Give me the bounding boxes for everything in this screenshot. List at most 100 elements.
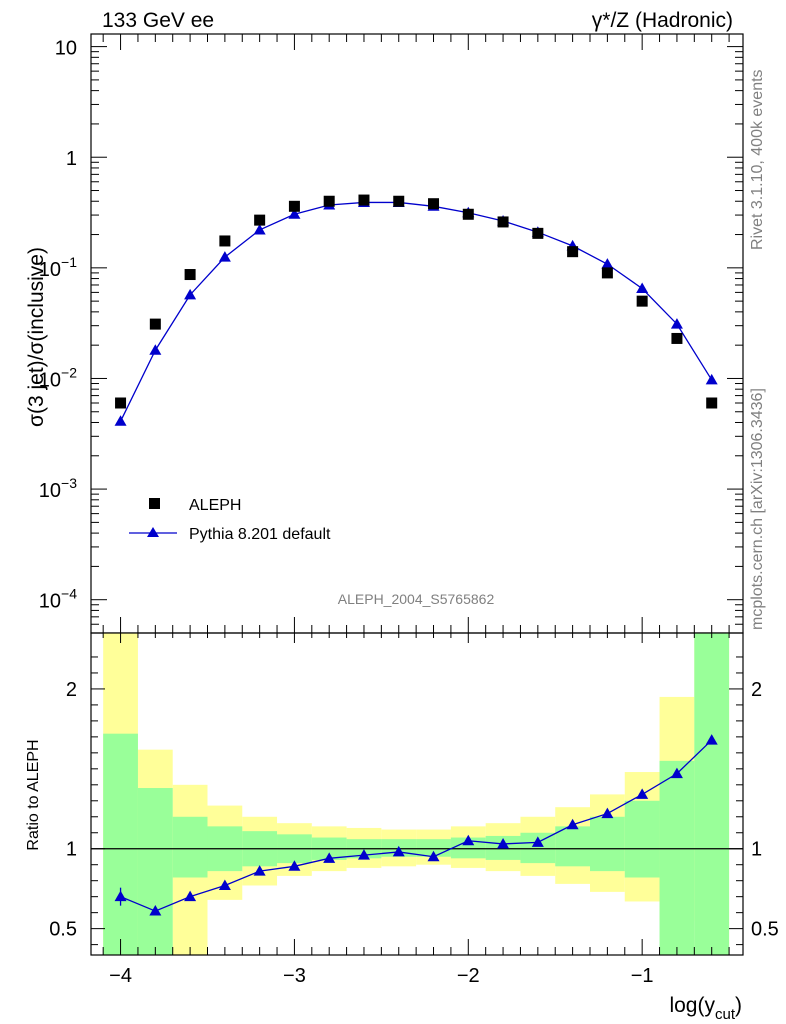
ratio-xtick-label: −1	[631, 965, 654, 987]
header-left-title: 133 GeV ee	[102, 9, 214, 32]
main-aleph-point	[671, 332, 683, 344]
ratio-ytick-label-right: 0.5	[751, 919, 779, 941]
ratio-pythia-point	[288, 860, 301, 871]
ratio-ytick-label-left: 2	[66, 679, 77, 701]
ratio-ytick-label-left: 1	[66, 839, 77, 861]
ratio-pythia-point	[114, 890, 127, 902]
ratio-ytick-label-right: 2	[751, 679, 762, 701]
ratio-band-stat-bin	[450, 837, 486, 859]
main-ytick-label: 10	[55, 38, 77, 60]
ratio-band-stat-bin	[103, 733, 138, 955]
main-pythia-point	[636, 282, 649, 294]
ratio-pythia-line	[120, 739, 713, 912]
ratio-pythia-point	[253, 865, 266, 876]
main-aleph-point	[149, 318, 161, 330]
ratio-pythia-point	[705, 734, 718, 745]
ratio-frame	[90, 632, 744, 956]
main-aleph-point	[254, 214, 266, 226]
main-pythia-point	[705, 373, 718, 385]
legend-pythia-marker	[147, 527, 159, 537]
ratio-band-stat-bin	[589, 816, 625, 872]
main-ytick-label-exponent: −1	[61, 254, 77, 270]
legend: ALEPH Pythia 8.201 default	[129, 497, 331, 543]
main-ytick-label-base: 10	[39, 369, 61, 391]
main-pythia-point	[218, 251, 231, 262]
main-aleph-point	[636, 295, 648, 307]
ratio-pythia-point	[357, 849, 370, 860]
ratio-xtick-label: −4	[109, 965, 132, 987]
legend-pythia-label: Pythia 8.201 default	[189, 526, 331, 543]
main-pythia-point	[670, 318, 683, 329]
ratio-ytick-label-left: 0.5	[49, 919, 77, 941]
ratio-band-stat-bin	[137, 788, 173, 955]
ratio-pythia-point	[184, 890, 197, 902]
ratio-pythia-point	[636, 788, 649, 799]
main-aleph-point	[219, 235, 231, 247]
ratio-pythia-point	[566, 818, 579, 830]
main-pythia-line	[119, 201, 713, 422]
main-aleph-point	[323, 195, 335, 207]
main-aleph-point	[532, 227, 544, 239]
main-pythia-point	[601, 258, 614, 269]
ratio-pythia-point	[218, 879, 231, 890]
main-aleph-point	[567, 246, 579, 258]
ratio-pythia-point	[392, 845, 405, 857]
main-aleph-point	[115, 397, 127, 409]
main-ytick-label-exponent: −4	[61, 586, 77, 602]
main-ylabel: σ(3 jet)/σ(inclusive)	[25, 247, 48, 427]
main-aleph-point	[288, 200, 300, 212]
header-right-title: γ*/Z (Hadronic)	[592, 9, 733, 32]
ratio-pythia-point	[149, 905, 162, 916]
main-ytick-label-base: 10	[39, 591, 61, 613]
main-ytick-label: 10−4	[39, 586, 77, 613]
ratio-pythia-point	[670, 767, 683, 779]
ratio-band-stat-bin	[172, 816, 208, 878]
ratio-pythia-point	[427, 850, 440, 862]
xlabel-main-part: log(y	[669, 994, 715, 1017]
main-ytick-label: 10−1	[39, 254, 77, 281]
main-aleph-point	[601, 267, 613, 279]
ratio-ytick-label-right: 1	[751, 839, 762, 861]
main-pythia-point	[184, 288, 197, 300]
analysis-watermark: ALEPH_2004_S5765862	[338, 591, 495, 607]
ratio-pythia-point	[462, 834, 475, 846]
main-aleph-point	[358, 194, 370, 206]
main-ytick-label: 10−2	[39, 364, 77, 391]
main-pythia-point	[253, 223, 266, 235]
ratio-band-stat-bin	[659, 760, 695, 955]
main-aleph-point	[184, 269, 196, 281]
legend-aleph-label: ALEPH	[189, 497, 241, 514]
main-ytick-label-exponent: −2	[61, 364, 77, 380]
ratio-band-stat-bin	[694, 633, 730, 955]
xlabel-subscript: cut	[715, 1006, 736, 1023]
main-ytick-label-base: 10	[39, 480, 61, 502]
main-aleph-point	[497, 216, 509, 228]
ratio-ylabel: Ratio to ALEPH	[25, 739, 42, 850]
mcplots-label: mcplots.cern.ch [arXiv:1306.3436]	[749, 388, 766, 630]
ratio-pythia-point	[497, 837, 510, 849]
ratio-band-stat-bin	[624, 800, 660, 878]
main-pythia-point	[149, 344, 162, 355]
main-ytick-label-base: 10	[39, 259, 61, 281]
xlabel-close-paren: )	[735, 994, 742, 1017]
ratio-xtick-label: −3	[283, 965, 306, 987]
ratio-pythia-point	[601, 807, 614, 819]
main-aleph-point	[462, 208, 474, 220]
ratio-panel: 2 2 1 1 0.5 0.5 −4 −3 −2 −1	[49, 632, 779, 987]
main-ytick-label-exponent: −3	[61, 475, 77, 491]
main-aleph-point	[706, 397, 718, 409]
ratio-band-stat-bin	[555, 826, 590, 867]
legend-aleph-marker	[149, 498, 160, 509]
main-ytick-label: 10−3	[39, 475, 77, 502]
main-ytick-label: 1	[66, 148, 77, 170]
ratio-xtick-label: −2	[457, 965, 480, 987]
ratio-xlabel: log(ycut)	[669, 994, 742, 1023]
main-aleph-point	[428, 198, 440, 210]
main-aleph-point	[393, 195, 405, 207]
main-pythia-point	[288, 208, 301, 219]
main-pythia-point	[114, 415, 127, 426]
ratio-pythia-point	[531, 836, 544, 847]
rivet-label: Rivet 3.1.10, 400k events	[749, 69, 766, 250]
ratio-pythia-point	[323, 852, 336, 863]
